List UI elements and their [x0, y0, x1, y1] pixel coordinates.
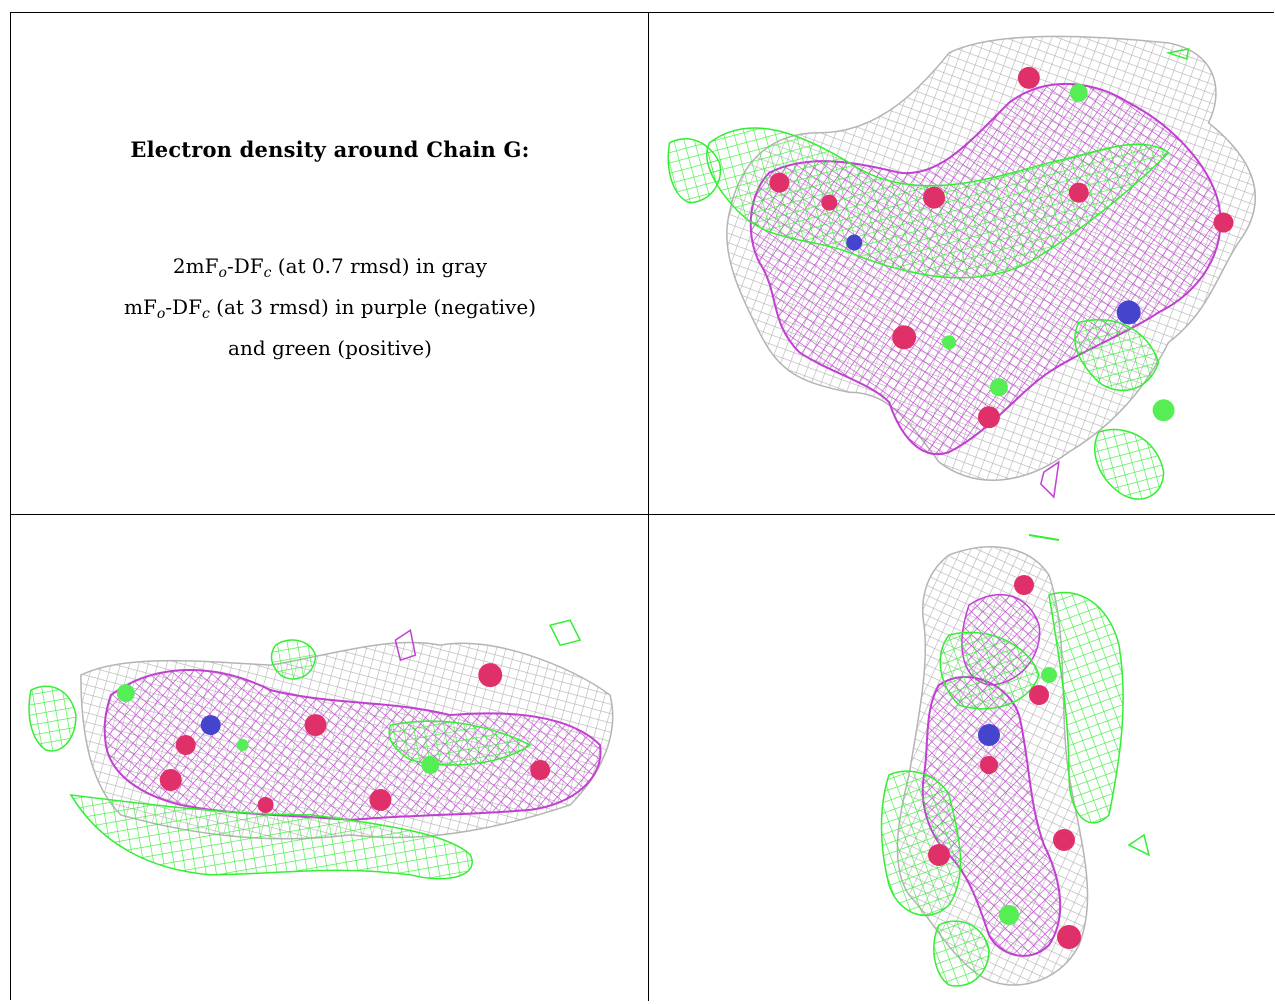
legend-line-colors: and green (positive): [228, 336, 432, 360]
map-legend: 2mFo-DFc (at 0.7 rmsd) in gray mFo-DFc (…: [11, 249, 648, 365]
density-mesh-image-2: [28, 619, 614, 880]
density-view-1: [649, 13, 1275, 515]
caption-title: Electron density around Chain G:: [130, 137, 530, 162]
caption: Electron density around Chain G: 2mFo-DF…: [11, 13, 648, 514]
legend-line-2fofc: 2mFo-DFc (at 0.7 rmsd) in gray: [172, 254, 488, 281]
figure-grid: Electron density around Chain G: 2mFo-DF…: [10, 12, 1275, 1001]
density-view-3: [649, 515, 1275, 1001]
caption-cell: Electron density around Chain G: 2mFo-DF…: [11, 13, 649, 515]
legend-line-fofc: mFo-DFc (at 3 rmsd) in purple (negative): [124, 295, 536, 322]
density-view-2: [11, 515, 649, 1001]
density-mesh-image-1: [667, 35, 1257, 500]
density-mesh-image-3: [880, 534, 1151, 987]
